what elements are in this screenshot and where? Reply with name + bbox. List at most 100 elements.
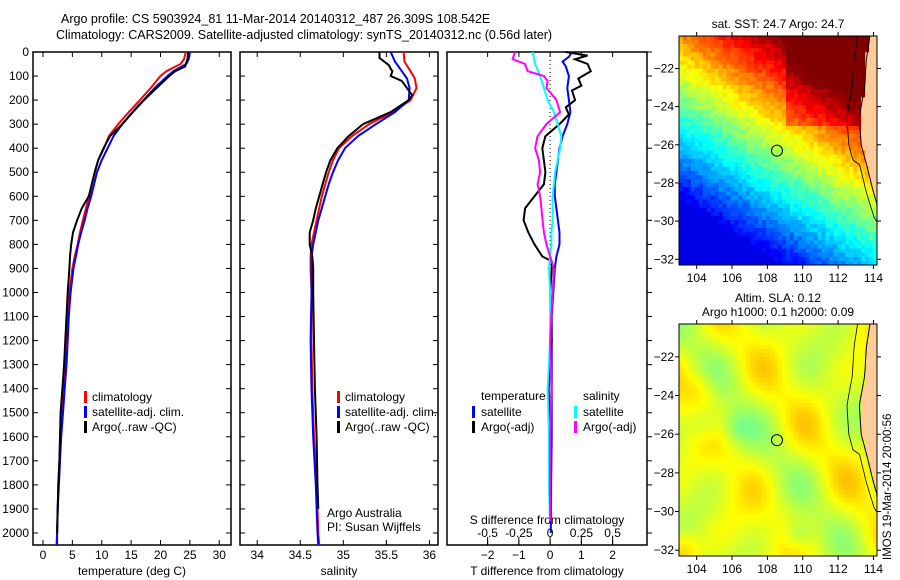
land-cell — [873, 52, 878, 57]
map-cell — [857, 344, 862, 350]
map-cell — [690, 456, 696, 462]
map-cell — [754, 336, 759, 341]
map-cell — [679, 48, 684, 53]
legend-swatch — [574, 421, 577, 433]
map-cell — [718, 85, 723, 90]
map-cell — [825, 36, 830, 41]
map-cell — [837, 390, 842, 395]
map-cell — [746, 411, 751, 416]
map-cell — [797, 130, 803, 135]
map-cell — [801, 48, 807, 53]
map-cell — [679, 101, 684, 106]
map-cell — [833, 411, 838, 416]
map-cell — [825, 125, 830, 131]
map-cell — [809, 411, 815, 416]
map-cell — [730, 187, 735, 192]
map-cell — [690, 386, 696, 391]
map-cell — [682, 146, 688, 151]
map-cell — [774, 134, 779, 139]
map-cell — [805, 353, 811, 358]
map-cell — [821, 48, 826, 53]
map-cell — [774, 40, 779, 45]
map-cell — [730, 89, 735, 94]
map-cell — [833, 175, 838, 180]
map-cell — [722, 431, 727, 437]
map-cell — [793, 44, 799, 49]
map-cell — [821, 353, 826, 358]
map-cell — [718, 64, 723, 70]
map-cell — [833, 448, 838, 453]
map-cell — [813, 324, 818, 329]
map-cell — [738, 150, 743, 155]
map-cell — [873, 256, 878, 262]
map-cell — [801, 170, 807, 176]
map-cell — [825, 411, 830, 416]
map-cell — [785, 398, 791, 404]
map-cell — [793, 431, 799, 437]
map-cell — [750, 357, 755, 362]
map-cell — [726, 211, 731, 217]
map-cell — [694, 224, 700, 229]
map-cell — [690, 85, 696, 90]
map-cell — [714, 344, 719, 350]
map-cell — [710, 390, 716, 395]
map-cell — [694, 170, 700, 176]
map-cell — [694, 240, 700, 245]
map-cell — [813, 150, 818, 155]
map-cell — [797, 415, 803, 420]
map-cell — [833, 72, 838, 78]
map-cell — [698, 89, 704, 94]
map-cell — [857, 435, 862, 441]
map-cell — [730, 121, 735, 127]
map-cell — [690, 93, 696, 98]
map-cell — [853, 158, 858, 164]
map-cell — [679, 183, 684, 188]
map-cell — [778, 464, 783, 470]
map-cell — [686, 260, 692, 266]
map-cell — [742, 40, 747, 45]
map-cell — [706, 220, 712, 225]
map-cell — [750, 431, 755, 437]
map-cell — [758, 130, 763, 135]
map-cell — [706, 117, 712, 123]
map-cell — [726, 332, 731, 337]
map-cell — [793, 473, 799, 478]
map-cell — [770, 469, 775, 474]
map-cell — [722, 248, 727, 254]
map-cell — [829, 353, 834, 358]
map-cell — [845, 93, 850, 98]
map-cell — [833, 390, 838, 395]
map-cell — [833, 435, 838, 441]
map-cell — [702, 93, 708, 98]
land-cell — [869, 80, 874, 86]
map-cell — [785, 85, 791, 90]
map-cell — [817, 215, 822, 221]
map-cell — [690, 105, 696, 111]
map-cell — [754, 452, 759, 457]
map-cell — [718, 481, 723, 486]
map-cell — [702, 419, 708, 424]
map-cell — [817, 187, 822, 192]
map-cell — [734, 215, 739, 221]
map-cell — [789, 121, 795, 127]
map-cell — [841, 56, 846, 61]
map-cell — [785, 80, 791, 86]
map-cell — [694, 191, 700, 196]
map-cell — [758, 97, 763, 102]
map-cell — [682, 377, 688, 383]
map-cell — [817, 105, 822, 111]
map-cell — [702, 191, 708, 196]
map-cell — [742, 89, 747, 94]
map-cell — [698, 105, 704, 111]
map-cell — [849, 390, 854, 395]
land-cell — [873, 427, 878, 433]
map-cell — [766, 199, 771, 205]
map-cell — [770, 220, 775, 225]
map-cell — [686, 456, 692, 462]
title-line-2: Climatology: CARS2009. Satellite-adjuste… — [56, 28, 553, 42]
map-cell — [690, 444, 696, 449]
map-cell — [686, 89, 692, 94]
map-cell — [781, 146, 787, 151]
map-cell — [829, 224, 834, 229]
map-cell — [793, 444, 799, 449]
